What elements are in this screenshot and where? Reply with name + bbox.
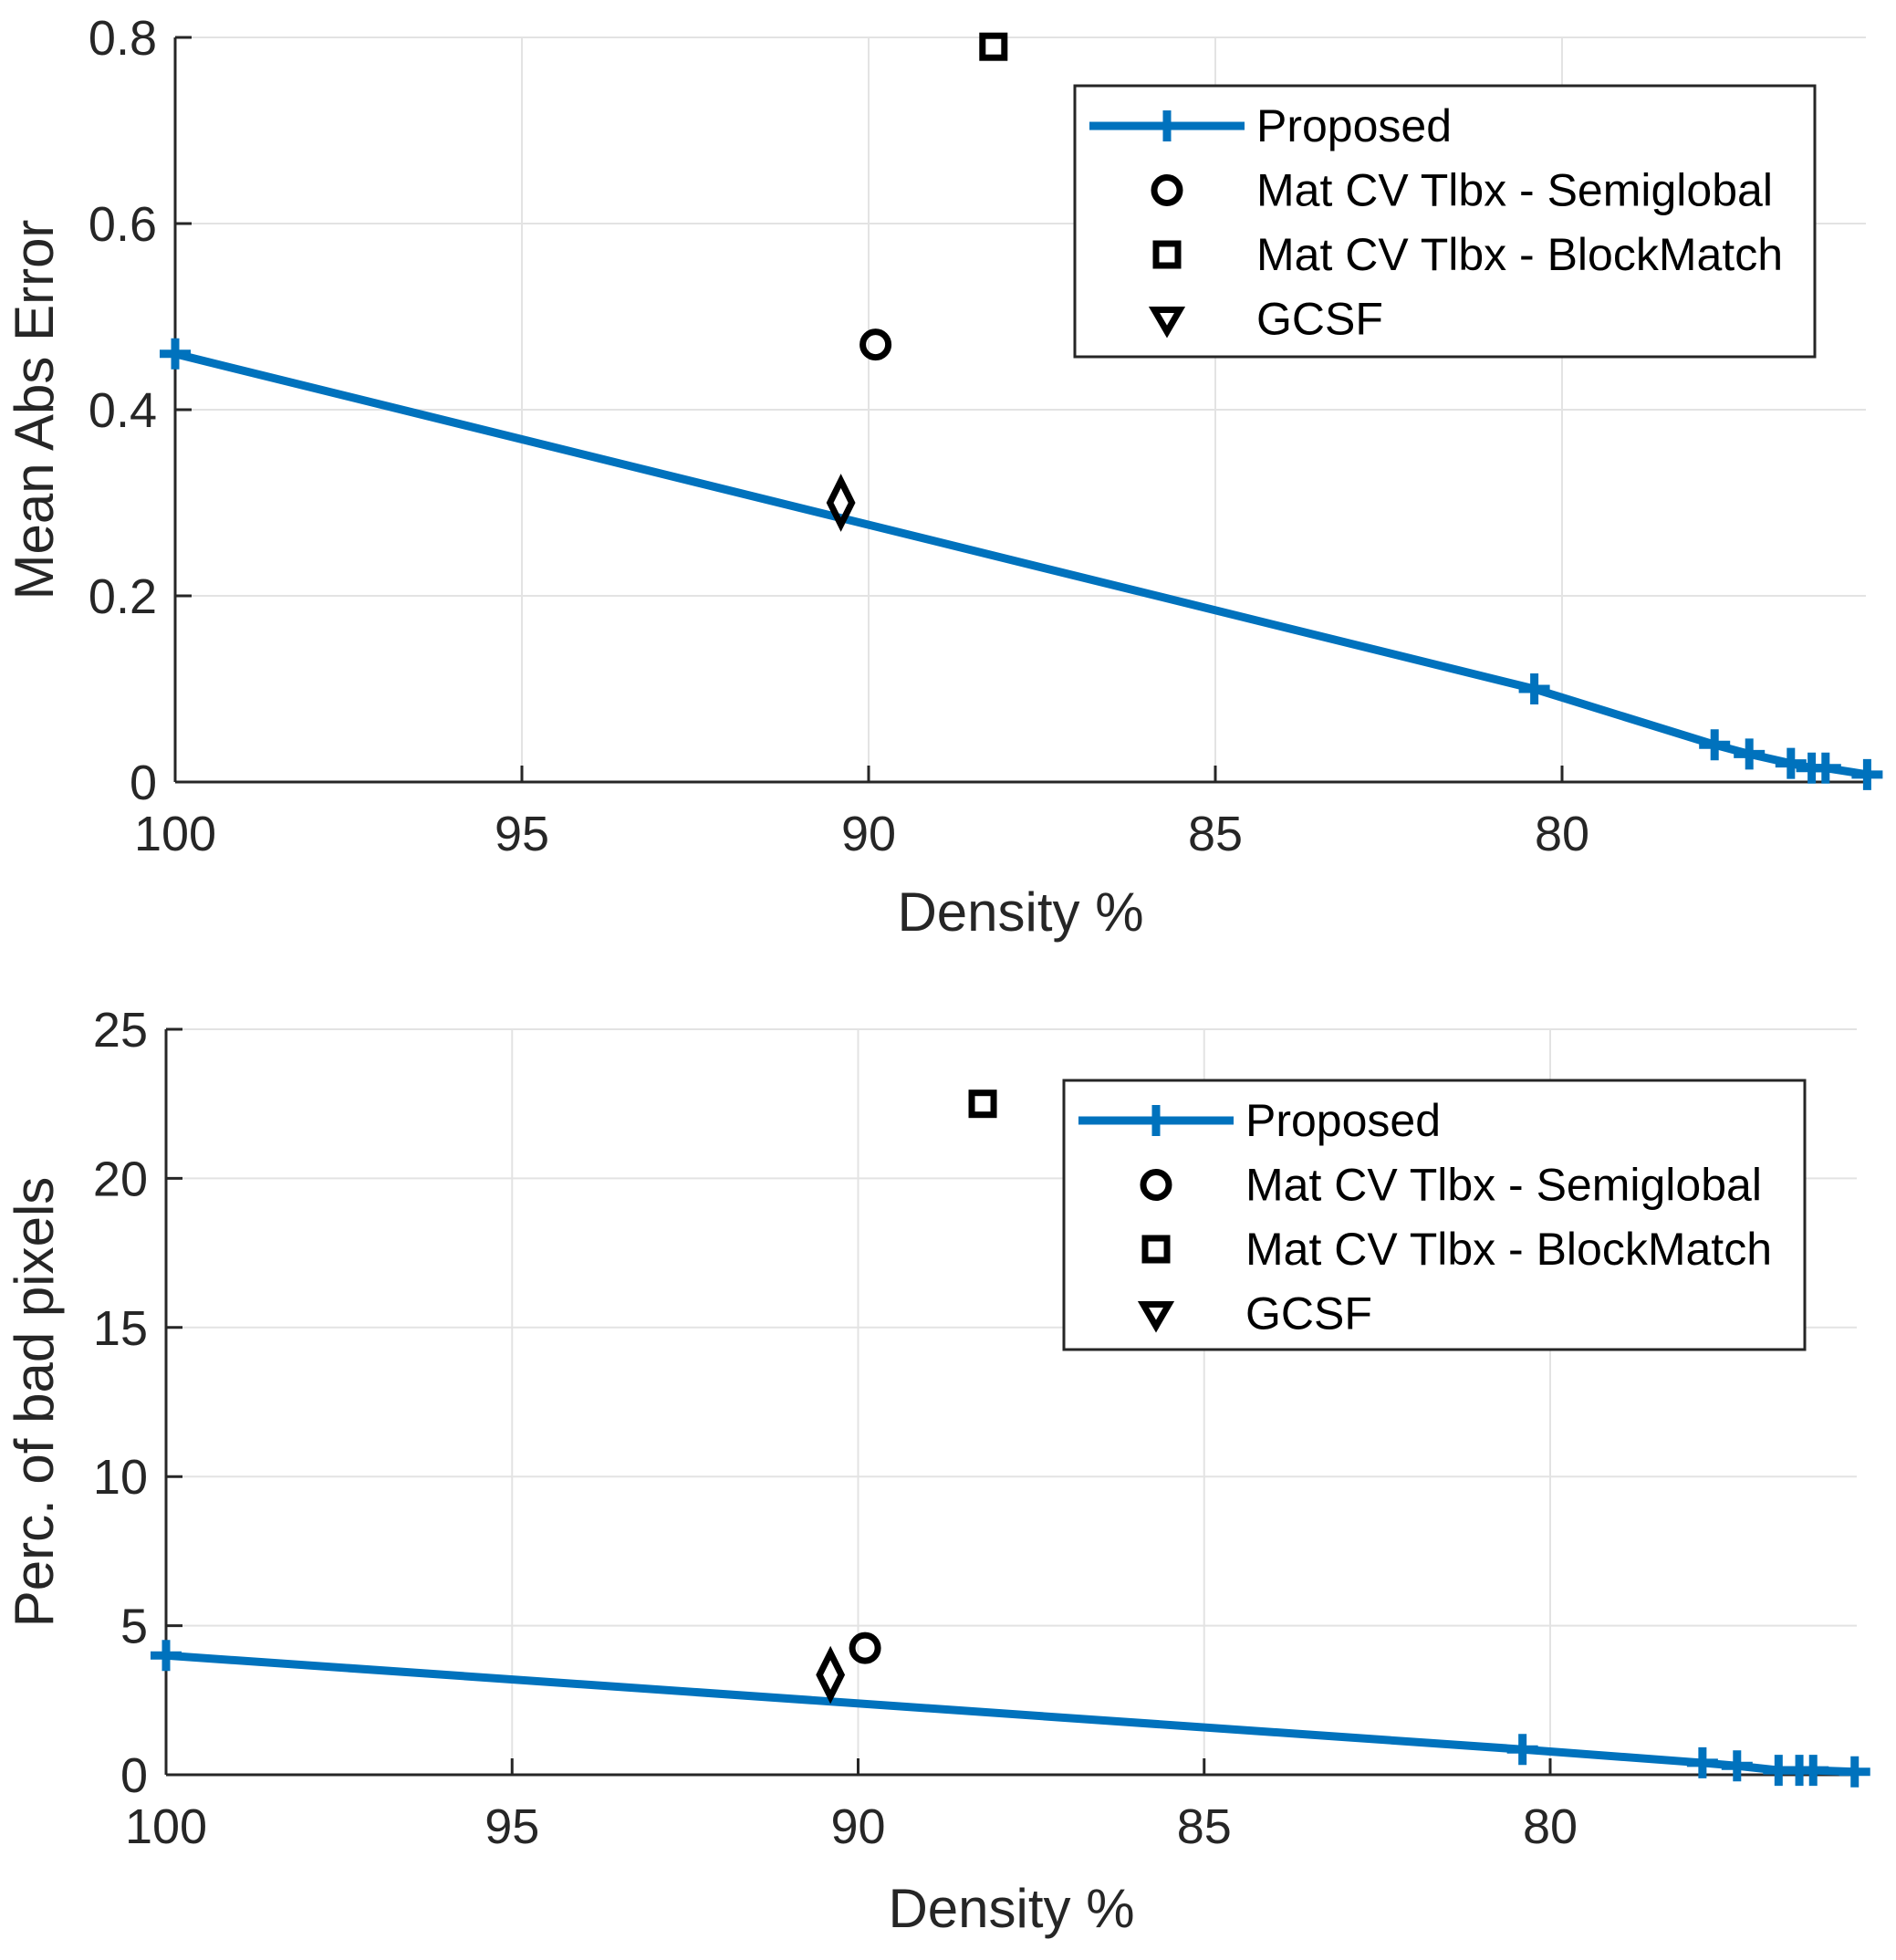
data-point <box>1797 1755 1829 1787</box>
x-tick-label: 100 <box>125 1799 207 1854</box>
legend-marker <box>1152 240 1182 269</box>
data-point <box>1721 1750 1753 1782</box>
x-tick-label: 80 <box>1535 807 1589 861</box>
data-point <box>1506 1734 1538 1766</box>
series-gcsf <box>816 1645 846 1705</box>
x-tick-label: 95 <box>495 807 549 861</box>
legend-label: Proposed <box>1245 1095 1441 1146</box>
y-tick-label: 0.2 <box>89 569 157 624</box>
data-point <box>1851 758 1883 790</box>
data-point <box>1809 752 1841 784</box>
series-line <box>165 1651 1855 1777</box>
data-point <box>1775 747 1807 779</box>
legend-label: Proposed <box>1256 100 1452 151</box>
data-point <box>1734 738 1766 770</box>
y-tick-label: 0.8 <box>89 11 157 66</box>
y-tick-label: 0 <box>120 1748 148 1803</box>
x-tick-label: 85 <box>1188 807 1243 861</box>
x-tick-label: 90 <box>841 807 896 861</box>
y-tick-label: 15 <box>93 1301 148 1356</box>
data-point <box>160 338 191 370</box>
legend-marker <box>1141 1235 1171 1264</box>
data-point <box>1699 729 1731 761</box>
legend-marker <box>1151 110 1182 141</box>
x-axis-label: Density % <box>888 1878 1134 1939</box>
data-point <box>1839 1756 1870 1788</box>
x-tick-label: 95 <box>484 1799 539 1854</box>
chart-1: 100 95 90 85 80 0 0.2 0.4 0.6 0.8 Density % Mean Ab… <box>4 11 1883 943</box>
data-point <box>849 1632 881 1664</box>
data-point <box>1686 1746 1718 1778</box>
series-proposed <box>151 1640 1870 1788</box>
data-point <box>151 1640 182 1672</box>
x-tick-label: 85 <box>1177 1799 1232 1854</box>
legend-label: Mat CV Tlbx - Semiglobal <box>1245 1160 1762 1211</box>
legend-marker <box>1137 1301 1175 1333</box>
chart-2: 100 95 90 85 80 0 5 10 15 20 25 Density % Perc. of b… <box>4 1003 1870 1939</box>
legend-label: Mat CV Tlbx - BlockMatch <box>1256 229 1783 280</box>
series-gcsf <box>826 474 856 532</box>
data-point <box>979 32 1008 61</box>
series-line <box>173 349 1869 779</box>
y-tick-label: 0.6 <box>89 197 157 252</box>
data-point <box>826 474 856 532</box>
series-mat-cv-tlbx-blockmatch <box>968 1089 997 1119</box>
legend-box <box>1073 84 1817 359</box>
series-mat-cv-tlbx-semiglobal <box>859 328 892 361</box>
y-axis-label: Perc. of bad pixels <box>4 1177 65 1628</box>
x-tick-label: 90 <box>830 1799 885 1854</box>
series-mat-cv-tlbx-semiglobal <box>849 1632 881 1664</box>
y-tick-label: 25 <box>93 1003 148 1058</box>
legend-label: Mat CV Tlbx - BlockMatch <box>1245 1224 1772 1275</box>
legend-label: GCSF <box>1245 1288 1372 1340</box>
y-tick-label: 20 <box>93 1152 148 1206</box>
x-tick-label: 100 <box>134 807 216 861</box>
legend-marker <box>1141 1105 1172 1136</box>
y-tick-label: 10 <box>93 1450 148 1505</box>
data-point <box>968 1089 997 1119</box>
legend: Proposed Mat CV Tlbx - Semiglobal Mat CV T… <box>1073 84 1817 359</box>
legend-marker <box>1148 307 1186 339</box>
x-tick-label: 80 <box>1523 1799 1578 1854</box>
series-mat-cv-tlbx-blockmatch <box>979 32 1008 61</box>
y-axis-label: Mean Abs Error <box>4 220 65 600</box>
legend-marker <box>1140 1169 1172 1201</box>
data-point <box>816 1645 846 1705</box>
legend-label: GCSF <box>1256 294 1383 345</box>
series-proposed <box>160 338 1883 790</box>
legend-label: Mat CV Tlbx - Semiglobal <box>1256 165 1773 216</box>
legend-marker <box>1151 174 1183 206</box>
data-point <box>859 328 892 361</box>
y-tick-label: 5 <box>120 1600 148 1654</box>
legend: Proposed Mat CV Tlbx - Semiglobal Mat CV T… <box>1062 1079 1807 1351</box>
data-point <box>1518 673 1550 704</box>
legend-box <box>1062 1079 1807 1351</box>
x-axis-label: Density % <box>897 881 1143 943</box>
y-tick-label: 0 <box>130 756 157 810</box>
y-tick-label: 0.4 <box>89 383 157 438</box>
